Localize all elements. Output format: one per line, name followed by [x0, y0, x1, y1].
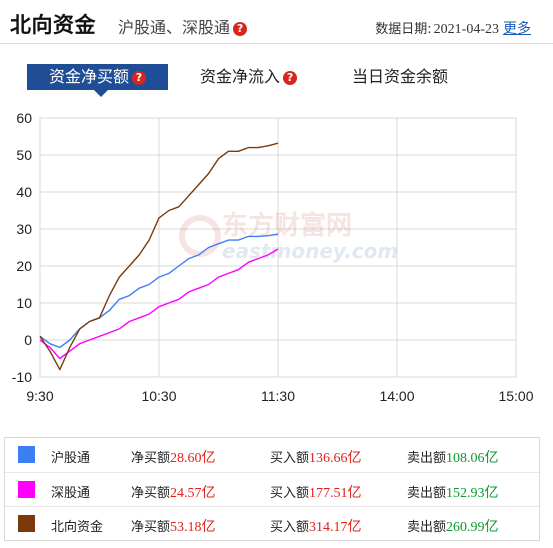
grid-lines — [39, 117, 517, 378]
x-tick-label: 10:30 — [141, 388, 176, 404]
summary-row: 沪股通 净买额28.60亿 买入额136.66亿 卖出额108.06亿 — [5, 438, 539, 472]
date-value: 2021-04-23 — [433, 22, 499, 37]
help-icon[interactable]: ? — [283, 71, 298, 85]
row-name: 深股通 — [51, 486, 91, 501]
help-icon[interactable]: ? — [132, 71, 146, 85]
net-value: 24.57亿 — [170, 486, 216, 501]
summary-row: 深股通 净买额24.57亿 买入额177.51亿 卖出额152.93亿 — [5, 472, 539, 506]
buy-label: 买入额 — [270, 451, 310, 466]
series-line — [39, 248, 279, 360]
tab-daily-balance-label: 当日资金余额 — [352, 67, 449, 86]
net-label: 净买额 — [131, 451, 171, 466]
tab-net-inflow-label: 资金净流入 — [200, 67, 281, 86]
subtitle-text: 沪股通、深股通 — [118, 18, 231, 37]
buy-label: 买入额 — [270, 520, 310, 535]
sell-value: 108.06亿 — [446, 451, 499, 466]
tab-net-buy-label: 资金净买额 — [48, 67, 129, 86]
watermark-subtitle: eastmoney.com — [222, 239, 398, 263]
legend-swatch-sz — [18, 481, 35, 498]
y-tick-label: 0 — [24, 332, 32, 348]
legend-swatch-north — [18, 515, 35, 532]
row-name: 北向资金 — [51, 520, 104, 535]
buy-value: 136.66亿 — [309, 451, 362, 466]
y-tick-label: 60 — [16, 110, 32, 126]
sell-label: 卖出额 — [407, 486, 447, 501]
x-tick-label: 15:00 — [498, 388, 533, 404]
summary-row: 北向资金 净买额53.18亿 买入额314.17亿 卖出额260.99亿 — [5, 506, 539, 540]
x-axis: 9:30 10:30 11:30 14:00 15:00 — [26, 388, 533, 404]
net-label: 净买额 — [131, 486, 171, 501]
page-title: 北向资金 — [10, 13, 96, 37]
sell-value: 152.93亿 — [446, 486, 499, 501]
net-value: 28.60亿 — [170, 451, 216, 466]
y-axis: -10 0 10 20 30 40 50 60 — [12, 110, 32, 385]
watermark: 东方财富网 eastmoney.com — [179, 210, 398, 263]
date-label: 数据日期: — [375, 22, 432, 37]
net-value: 53.18亿 — [170, 520, 216, 535]
y-tick-label: 40 — [16, 184, 32, 200]
y-tick-label: 20 — [16, 258, 32, 274]
tab-net-buy[interactable]: 资金净买额? — [27, 64, 168, 90]
x-tick-label: 9:30 — [26, 388, 53, 404]
x-tick-label: 14:00 — [379, 388, 414, 404]
tab-net-inflow[interactable]: 资金净流入? — [200, 64, 310, 90]
date-info: 数据日期: 2021-04-23 更多 — [375, 18, 531, 38]
page-subtitle: 沪股通、深股通? — [118, 14, 248, 38]
line-chart: 东方财富网 eastmoney.com -10 0 10 20 30 40 50 60 9:3… — [12, 110, 534, 404]
tab-bar: 资金净买额? 资金净流入? 当日资金余额 — [0, 64, 553, 102]
sell-label: 卖出额 — [407, 520, 447, 535]
header: 北向资金 沪股通、深股通? 数据日期: 2021-04-23 更多 — [0, 0, 553, 44]
y-tick-label: 30 — [16, 221, 32, 237]
series-lines — [39, 142, 279, 371]
watermark-title: 东方财富网 — [222, 210, 352, 241]
buy-value: 177.51亿 — [309, 486, 362, 501]
net-label: 净买额 — [131, 520, 171, 535]
legend-swatch-sh — [18, 446, 35, 463]
series-line — [39, 142, 279, 371]
more-link[interactable]: 更多 — [503, 21, 531, 37]
y-tick-label: -10 — [12, 369, 32, 385]
y-tick-label: 10 — [16, 295, 32, 311]
buy-value: 314.17亿 — [309, 520, 362, 535]
y-tick-label: 50 — [16, 147, 32, 163]
help-icon[interactable]: ? — [233, 22, 248, 36]
sell-label: 卖出额 — [407, 451, 447, 466]
row-name: 沪股通 — [51, 451, 91, 466]
tab-daily-balance[interactable]: 当日资金余额 — [352, 64, 472, 90]
buy-label: 买入额 — [270, 486, 310, 501]
summary-table: 沪股通 净买额28.60亿 买入额136.66亿 卖出额108.06亿 深股通 … — [4, 437, 540, 541]
sell-value: 260.99亿 — [446, 520, 499, 535]
active-tab-pointer — [94, 90, 108, 97]
x-tick-label: 11:30 — [261, 388, 295, 404]
